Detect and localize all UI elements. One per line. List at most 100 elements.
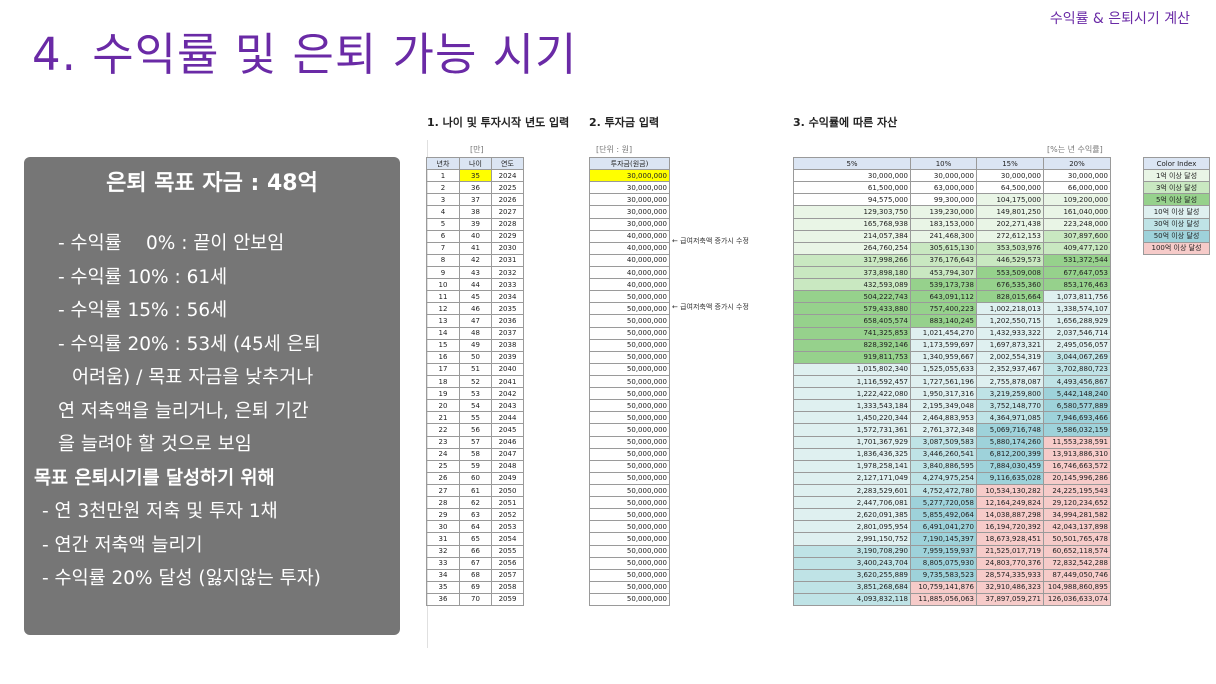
asset-value-cell: 30,000,000 bbox=[793, 169, 911, 183]
year-count-cell: 8 bbox=[426, 253, 460, 267]
table-row: 2,283,529,601 4,752,472,780 10,534,130,282… bbox=[793, 483, 1111, 498]
summary-subheading: 목표 은퇴시기를 달성하기 위해 bbox=[34, 467, 275, 489]
header-principal: 투자금(원금) bbox=[589, 156, 670, 171]
age-cell: 41 bbox=[459, 241, 492, 255]
year-cell: 2046 bbox=[491, 435, 524, 449]
table-row: 2,447,706,081 5,277,720,058 12,164,249,824… bbox=[793, 496, 1111, 510]
asset-value-cell: 5,442,148,240 bbox=[1043, 387, 1111, 401]
asset-value-cell: 409,477,120 bbox=[1043, 241, 1111, 255]
asset-value-cell: 883,140,245 bbox=[910, 314, 977, 328]
table-row: 61,500,000 63,000,000 64,500,000 66,000,000 bbox=[793, 181, 1111, 195]
age-cell: 48 bbox=[459, 326, 492, 340]
asset-value-cell: 1,450,220,344 bbox=[793, 411, 911, 425]
header-age: 나이 bbox=[459, 156, 492, 171]
table-row: 30 64 2053 bbox=[426, 520, 524, 534]
year-count-cell: 27 bbox=[426, 483, 460, 498]
table-row: 1,572,731,361 2,761,372,348 5,069,716,748 9… bbox=[793, 423, 1111, 437]
retirement-summary-panel: 은퇴 목표 자금 : 48억 - 수익률 0% : 끝이 안보임 - 수익률 1… bbox=[24, 157, 400, 635]
table-row: 828,392,146 1,173,599,697 1,697,873,321 2,4… bbox=[793, 338, 1111, 352]
header-rate-20: 20% bbox=[1043, 156, 1111, 171]
year-cell: 2043 bbox=[491, 399, 524, 413]
table-row: 50,000,000 bbox=[589, 423, 670, 437]
asset-value-cell: 1,727,561,196 bbox=[910, 374, 977, 389]
asset-value-cell: 1,338,574,107 bbox=[1043, 302, 1111, 316]
asset-value-cell: 10,534,130,282 bbox=[976, 483, 1044, 498]
asset-value-cell: 2,620,091,385 bbox=[793, 508, 911, 522]
table-row: 50,000,000 bbox=[589, 532, 670, 546]
year-cell: 2044 bbox=[491, 411, 524, 425]
asset-value-cell: 202,271,438 bbox=[976, 217, 1044, 231]
asset-value-cell: 757,400,223 bbox=[910, 302, 977, 316]
asset-value-cell: 676,535,360 bbox=[976, 278, 1044, 292]
table-row: 3 37 2026 bbox=[426, 193, 524, 207]
age-cell: 44 bbox=[459, 278, 492, 292]
year-cell: 2025 bbox=[491, 181, 524, 195]
asset-value-cell: 658,405,574 bbox=[793, 314, 911, 328]
year-count-cell: 7 bbox=[426, 241, 460, 255]
table-row: 40,000,000 bbox=[589, 253, 670, 267]
year-cell: 2057 bbox=[491, 568, 524, 582]
year-cell: 2037 bbox=[491, 326, 524, 340]
principal-cell: 50,000,000 bbox=[589, 532, 670, 546]
age-cell: 42 bbox=[459, 253, 492, 267]
age-cell: 51 bbox=[459, 362, 492, 376]
principal-cell: 50,000,000 bbox=[589, 423, 670, 437]
table-row: 129,303,750 139,230,000 149,801,250 161,040… bbox=[793, 205, 1111, 219]
year-count-cell: 32 bbox=[426, 544, 460, 558]
age-cell: 61 bbox=[459, 483, 492, 498]
table-row: 658,405,574 883,140,245 1,202,550,715 1,656… bbox=[793, 314, 1111, 328]
summary-line: - 연간 저축액 늘리기 bbox=[42, 534, 203, 556]
year-cell: 2032 bbox=[491, 265, 524, 280]
asset-value-cell: 241,468,300 bbox=[910, 229, 977, 243]
asset-value-cell: 3,851,268,684 bbox=[793, 580, 911, 594]
age-cell: 39 bbox=[459, 217, 492, 231]
principal-cell: 50,000,000 bbox=[589, 387, 670, 401]
table-row: 3,190,708,290 7,959,159,937 21,525,017,719… bbox=[793, 544, 1111, 558]
table-row: 1,978,258,141 3,840,886,595 7,884,030,459 1… bbox=[793, 459, 1111, 473]
asset-value-cell: 149,801,250 bbox=[976, 205, 1044, 219]
asset-value-cell: 2,447,706,081 bbox=[793, 496, 911, 510]
salary-note: ← 급여저축액 증가시 수정 bbox=[672, 303, 749, 311]
section-label: 수익률 & 은퇴시기 계산 bbox=[1049, 11, 1190, 27]
principal-cell: 50,000,000 bbox=[589, 326, 670, 340]
asset-value-cell: 30,000,000 bbox=[910, 169, 977, 183]
year-count-cell: 17 bbox=[426, 362, 460, 376]
asset-value-cell: 1,340,959,667 bbox=[910, 350, 977, 364]
year-count-cell: 23 bbox=[426, 435, 460, 449]
asset-value-cell: 87,449,050,746 bbox=[1043, 568, 1111, 582]
asset-value-cell: 1,116,592,457 bbox=[793, 374, 911, 389]
table-row: 34 68 2057 bbox=[426, 568, 524, 582]
legend-row: 5억 이상 달성 bbox=[1143, 193, 1210, 207]
asset-value-cell: 3,752,148,770 bbox=[976, 399, 1044, 413]
age-cell: 40 bbox=[459, 229, 492, 243]
table-row: 12 46 2035 bbox=[426, 302, 524, 316]
asset-value-cell: 72,832,542,288 bbox=[1043, 556, 1111, 570]
year-count-cell: 36 bbox=[426, 592, 460, 607]
asset-value-cell: 2,801,095,954 bbox=[793, 520, 911, 534]
table-row: 432,593,089 539,173,738 676,535,360 853,176… bbox=[793, 278, 1111, 292]
asset-value-cell: 63,000,000 bbox=[910, 181, 977, 195]
color-index-title: Color Index bbox=[1143, 156, 1210, 171]
asset-value-cell: 853,176,463 bbox=[1043, 278, 1111, 292]
table-row: 22 56 2045 bbox=[426, 423, 524, 437]
header-year-count: 년차 bbox=[426, 156, 460, 171]
asset-value-cell: 214,057,384 bbox=[793, 229, 911, 243]
table-row: 27 61 2050 bbox=[426, 483, 524, 498]
age-cell: 37 bbox=[459, 193, 492, 207]
table-row: 1,222,422,080 1,950,317,316 3,219,259,800 5… bbox=[793, 387, 1111, 401]
age-cell: 43 bbox=[459, 265, 492, 280]
table-row: 33 67 2056 bbox=[426, 556, 524, 570]
principal-cell: 50,000,000 bbox=[589, 447, 670, 461]
table-row: 24 58 2047 bbox=[426, 447, 524, 461]
principal-cell: 50,000,000 bbox=[589, 374, 670, 389]
year-cell: 2024 bbox=[491, 169, 524, 183]
asset-value-cell: 828,392,146 bbox=[793, 338, 911, 352]
table-row: 25 59 2048 bbox=[426, 459, 524, 473]
asset-value-cell: 3,446,260,541 bbox=[910, 447, 977, 461]
age-cell: 57 bbox=[459, 435, 492, 449]
asset-value-cell: 66,000,000 bbox=[1043, 181, 1111, 195]
table-row: 373,898,180 453,794,307 553,509,008 677,647… bbox=[793, 265, 1111, 280]
principal-cell: 40,000,000 bbox=[589, 241, 670, 255]
asset-growth-table: 5% 10% 15% 20% 30,000,000 30,000,000 30,00… bbox=[793, 156, 1111, 607]
year-count-cell: 10 bbox=[426, 278, 460, 292]
